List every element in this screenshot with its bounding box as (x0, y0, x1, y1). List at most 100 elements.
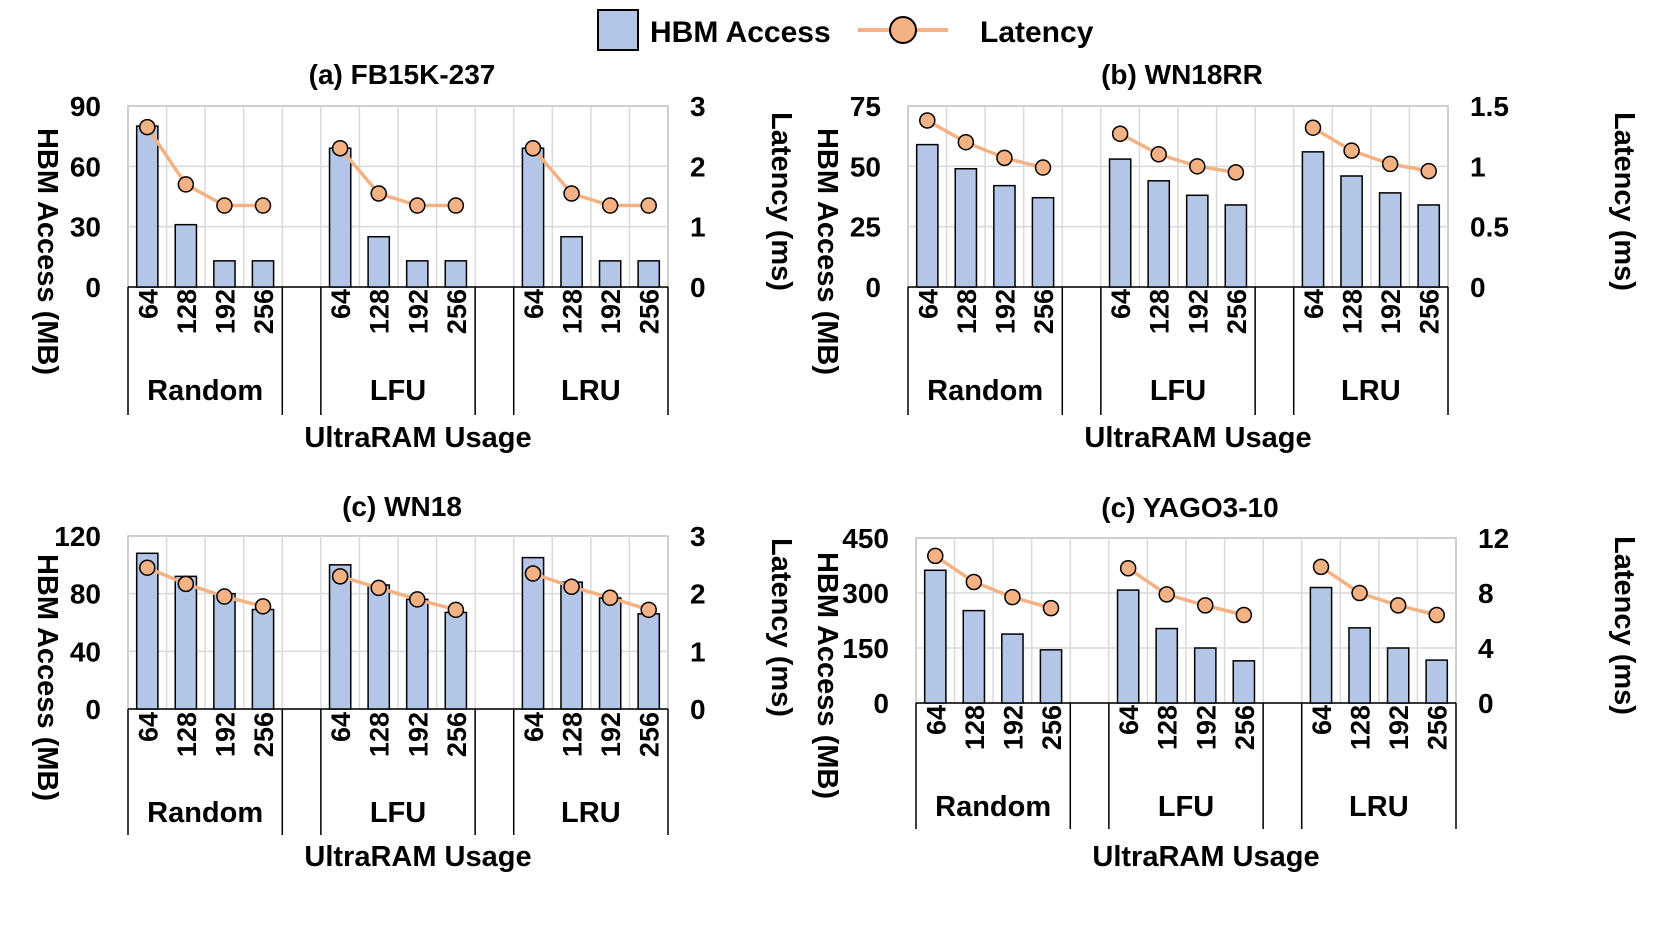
latency-marker (965, 573, 983, 591)
bar-hbm-access (521, 147, 545, 288)
y-tick-label: 0 (85, 694, 101, 725)
latency-marker (1312, 558, 1330, 576)
y-tick-label: 25 (850, 212, 881, 243)
latency-marker (1428, 606, 1445, 624)
bar-hbm-access (251, 608, 275, 710)
latency-line (338, 147, 456, 208)
x-category-label: 256 (635, 712, 665, 757)
latency-line (531, 147, 649, 208)
latency-marker (1111, 125, 1129, 143)
legend-line-label: Latency (980, 16, 1094, 49)
latency-line (1127, 566, 1245, 617)
latency-marker (601, 197, 619, 214)
bar-hbm-access (1309, 586, 1333, 704)
latency-marker (1227, 164, 1245, 181)
y-axis-label: HBM Access (MB) (811, 128, 843, 375)
bar-hbm-access (135, 552, 159, 710)
x-category-label: 256 (1037, 705, 1067, 750)
bar-hbm-access (213, 592, 236, 710)
chart-panel-4: 0 150 300 450 0 4 8 12 64 128 192 256 Random 64 128 192… (811, 492, 1640, 873)
y-tick-label: 0 (865, 272, 881, 303)
x-group-label: Random (935, 791, 1051, 823)
latency-marker (139, 118, 156, 136)
x-category-label: 128 (558, 289, 588, 334)
x-category-label: 256 (1230, 705, 1260, 750)
x-category-label: 192 (403, 712, 433, 757)
x-category-label: 256 (635, 289, 665, 334)
bar-hbm-access (174, 575, 198, 710)
x-category-label: 192 (1191, 705, 1221, 750)
y-tick-label: 60 (70, 151, 101, 182)
y-tick-label: 0 (85, 272, 101, 303)
bar-hbm-access (174, 223, 198, 288)
y2-tick-label: 1 (690, 212, 706, 243)
x-group-label: LFU (1158, 791, 1214, 823)
bar-hbm-access (1348, 627, 1371, 704)
latency-marker (524, 139, 542, 157)
bar-hbm-access (1232, 660, 1256, 704)
y-axis-label: HBM Access (MB) (811, 552, 843, 799)
x-category-label: 64 (519, 712, 549, 742)
x-category-label: 64 (133, 289, 163, 319)
x-category-label: 128 (1153, 705, 1183, 750)
bar-hbm-access (923, 569, 947, 704)
x-category-label: 64 (519, 289, 549, 319)
latency-line (1119, 132, 1237, 175)
x-category-label: 192 (990, 289, 1020, 334)
x-category-label: 64 (326, 289, 356, 319)
latency-marker (409, 591, 426, 608)
y-tick-label: 150 (842, 633, 889, 664)
bar-hbm-access (1031, 196, 1055, 288)
latency-marker (1004, 588, 1021, 606)
bar-hbm-access (1147, 180, 1171, 288)
y-tick-label: 0 (873, 688, 889, 719)
x-category-label: 192 (1183, 289, 1213, 334)
y2-tick-label: 12 (1478, 523, 1509, 554)
bar-hbm-access (993, 184, 1016, 288)
bar-hbm-access (1039, 649, 1063, 704)
x-group-label: Random (147, 797, 263, 829)
chart-panel-1: 0 30 60 90 0 1 2 3 64 128 192 256 Random 64 128 192 256 L… (31, 59, 797, 454)
x-category-label: 128 (172, 712, 202, 757)
latency-marker (177, 575, 195, 593)
bar-hbm-access (1001, 633, 1024, 704)
latency-marker (1150, 146, 1167, 163)
x-category-label: 192 (210, 712, 240, 757)
latency-marker (1235, 606, 1253, 624)
bar-hbm-access (405, 260, 429, 288)
y-tick-label: 30 (70, 212, 101, 243)
x-group-label: LRU (561, 797, 621, 829)
latency-line (926, 118, 1044, 170)
latency-line (1320, 565, 1438, 617)
x-axis-label: UltraRAM Usage (1084, 422, 1311, 454)
latency-marker (1119, 560, 1137, 577)
y2-tick-label: 1 (1470, 151, 1486, 182)
x-category-label: 128 (365, 289, 395, 334)
latency-marker (957, 133, 975, 151)
x-category-label: 192 (596, 712, 626, 757)
latency-marker (409, 197, 426, 214)
chart-panel-2: 0 25 50 75 0 0.5 1 1.5 64 128 192 256 Random 64 128 192… (811, 59, 1640, 454)
x-category-label: 64 (921, 705, 951, 735)
latency-line (145, 126, 263, 208)
y2-axis-label: Latency (ms) (765, 112, 797, 291)
x-category-label: 256 (1423, 705, 1453, 750)
bar-hbm-access (444, 260, 468, 288)
x-group-label: LRU (1349, 791, 1409, 823)
y2-tick-label: 4 (1478, 633, 1494, 664)
y-axis-label: HBM Access (MB) (31, 554, 63, 801)
y-tick-label: 75 (850, 91, 881, 122)
bar-hbm-access (444, 611, 468, 710)
y2-tick-label: 1.5 (1470, 91, 1509, 122)
bar-hbm-access (1193, 647, 1217, 704)
latency-marker (1389, 597, 1407, 614)
x-category-label: 256 (1029, 289, 1059, 334)
bar-hbm-access (637, 613, 661, 710)
x-category-label: 256 (1415, 289, 1445, 334)
latency-marker (1304, 119, 1322, 136)
x-category-label: 256 (249, 712, 279, 757)
legend-marker-swatch (889, 16, 917, 44)
bar-hbm-access (367, 584, 391, 710)
x-axis-label: UltraRAM Usage (304, 841, 531, 873)
